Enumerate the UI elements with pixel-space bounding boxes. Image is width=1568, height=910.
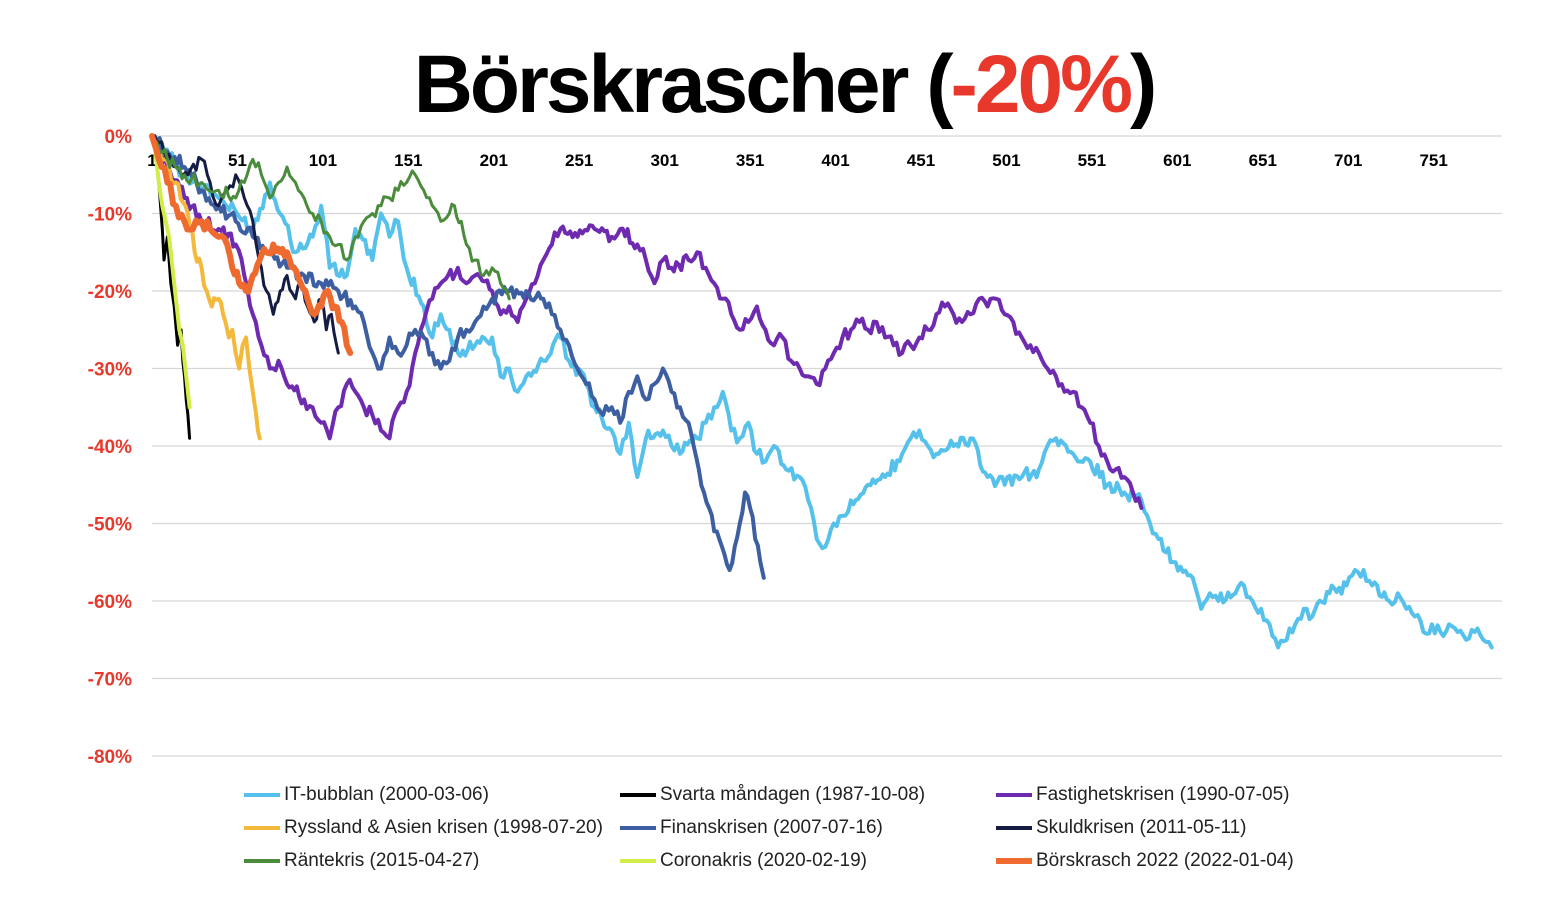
legend-swatch: [244, 859, 280, 863]
y-tick-label: 0%: [105, 127, 133, 148]
legend-item: Coronakris (2020-02-19): [620, 848, 867, 874]
series-line: [150, 134, 192, 410]
y-tick-label: -40%: [88, 437, 132, 458]
x-tick-label: 1: [147, 151, 156, 170]
x-tick-label: 151: [394, 151, 422, 170]
y-axis-ticks: 0% -10% -20% -30% -40% -50% -60% -70% -80%: [88, 127, 132, 768]
y-tick-label: -80%: [88, 747, 132, 768]
legend-item: Börskrasch 2022 (2022-01-04): [996, 848, 1294, 874]
series-line: [149, 133, 354, 356]
x-tick-label: 351: [736, 151, 764, 170]
legend-label: IT-bubblan (2000-03-06): [284, 784, 489, 805]
legend-swatch: [996, 793, 1032, 797]
y-tick-label: -30%: [88, 360, 132, 381]
x-tick-label: 101: [309, 151, 337, 170]
y-tick-label: -70%: [88, 670, 132, 691]
legend-item: Ryssland & Asien krisen (1998-07-20): [244, 815, 603, 841]
legend-label: Svarta måndagen (1987-10-08): [660, 784, 926, 805]
legend-swatch: [996, 858, 1032, 864]
x-tick-label: 701: [1334, 151, 1362, 170]
chart-title-end: ): [1129, 39, 1157, 130]
chart-title-accent: -20%: [950, 39, 1133, 130]
chart-title-main: Börskrascher (: [413, 39, 954, 130]
y-tick-label: -20%: [88, 282, 132, 303]
legend-item: Räntekris (2015-04-27): [244, 848, 479, 874]
legend-item: Finanskrisen (2007-07-16): [620, 815, 883, 841]
x-tick-label: 401: [821, 151, 849, 170]
x-tick-label: 201: [480, 151, 508, 170]
legend-label: Ryssland & Asien krisen (1998-07-20): [284, 817, 603, 838]
legend-label: Räntekris (2015-04-27): [284, 850, 480, 871]
y-tick-label: -10%: [88, 205, 132, 226]
x-tick-label: 651: [1249, 151, 1277, 170]
legend-swatch: [620, 859, 656, 863]
y-tick-label: -50%: [88, 515, 132, 536]
x-tick-label: 301: [650, 151, 678, 170]
x-tick-label: 751: [1419, 151, 1447, 170]
legend-label: Fastighetskrisen (1990-07-05): [1036, 784, 1290, 805]
y-tick-label: -60%: [88, 592, 132, 613]
series-lines: [149, 133, 1494, 650]
series-line: [150, 134, 1494, 650]
legend-swatch: [244, 793, 280, 797]
x-tick-label: 251: [565, 151, 593, 170]
x-tick-label: 51: [228, 151, 247, 170]
series-line: [150, 134, 511, 301]
legend-item: Svarta måndagen (1987-10-08): [620, 782, 925, 808]
legend-item: Fastighetskrisen (1990-07-05): [996, 782, 1289, 808]
x-axis-ticks: 1 51 101 151 201 251 301 351 401 451 501 551 601 651 7…: [147, 151, 1448, 170]
legend-swatch: [996, 826, 1032, 830]
x-tick-label: 501: [992, 151, 1020, 170]
legend-label: Coronakris (2020-02-19): [660, 850, 867, 871]
x-tick-label: 601: [1163, 151, 1191, 170]
legend-item: IT-bubblan (2000-03-06): [244, 782, 489, 808]
series-line: [150, 134, 766, 580]
legend-item: Skuldkrisen (2011-05-11): [996, 815, 1247, 841]
legend-label: Skuldkrisen (2011-05-11): [1036, 817, 1247, 838]
legend-label: Börskrasch 2022 (2022-01-04): [1036, 850, 1294, 871]
legend-swatch: [620, 793, 656, 797]
legend-swatch: [244, 826, 280, 830]
legend-label: Finanskrisen (2007-07-16): [660, 817, 883, 838]
legend-swatch: [620, 826, 656, 830]
chart-title: Börskrascher (-20%): [0, 30, 1568, 140]
series-line: [150, 134, 1144, 510]
x-tick-label: 451: [907, 151, 935, 170]
x-tick-label: 551: [1078, 151, 1106, 170]
